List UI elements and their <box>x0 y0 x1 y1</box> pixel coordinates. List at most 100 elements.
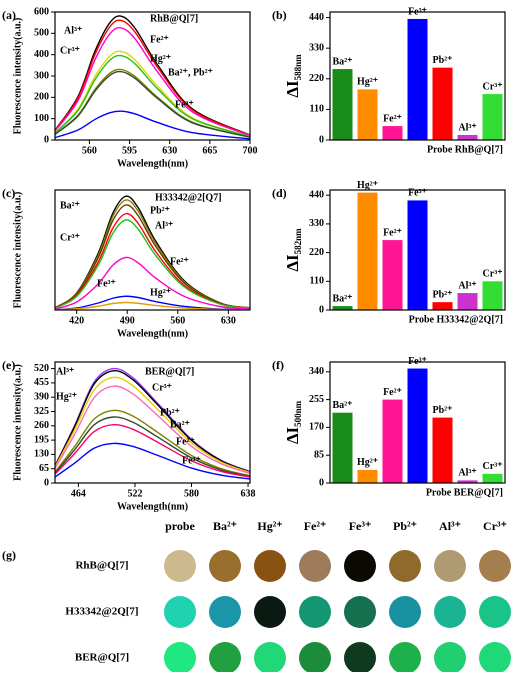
bar <box>357 89 378 140</box>
row-name: BER@Q[7] <box>75 652 129 664</box>
bar-category-label: Ba²⁺ <box>333 400 353 411</box>
bar <box>332 412 353 483</box>
row-name: RhB@Q[7] <box>75 560 128 572</box>
curve-label: Fe³⁺ <box>175 99 194 110</box>
column-header: Hg²⁺ <box>257 519 282 533</box>
bar <box>407 368 428 483</box>
spectrum-line <box>54 376 251 474</box>
bar <box>457 134 478 140</box>
y-axis-label-sub: 588nm <box>293 54 303 81</box>
column-header: Fe³⁺ <box>349 519 372 533</box>
y-tick-label: 220 <box>309 73 324 84</box>
x-axis-label: Wavelength(nm) <box>117 158 188 169</box>
spectrum-line <box>54 370 251 473</box>
curve-label: BER@Q[7] <box>145 366 194 377</box>
x-tick-label: 490 <box>120 315 135 326</box>
x-tick-label: 700 <box>243 145 258 156</box>
color-swatch <box>389 596 421 628</box>
color-swatch <box>254 550 286 582</box>
spectrum-line <box>54 54 251 138</box>
y-axis-label: Fluorescence intensity(a.u.) <box>12 192 23 309</box>
plot-frame <box>329 361 506 484</box>
y-tick-label: 0 <box>319 134 324 145</box>
x-tick-label: 420 <box>69 315 84 326</box>
bar <box>432 417 453 483</box>
color-swatch <box>299 642 331 674</box>
y-axis-label: Fluorescence intensity(a.u.) <box>12 18 23 135</box>
y-axis-label-main: ΔI <box>283 80 302 98</box>
curve-label: RhB@Q[7] <box>150 13 198 24</box>
column-header: probe <box>165 519 195 533</box>
bar-category-label: Pb²⁺ <box>433 55 453 66</box>
bar <box>382 126 403 140</box>
bar <box>482 473 503 483</box>
y-axis-label: Fluorescence intensity(a.u.) <box>12 364 23 481</box>
bar <box>357 192 378 310</box>
color-swatch <box>434 642 466 674</box>
curve-label: Hg²⁺ <box>150 287 171 298</box>
plot-frame <box>54 189 251 311</box>
bar-category-label: Al³⁺ <box>458 280 476 291</box>
y-tick-label: 440 <box>309 12 324 23</box>
bar <box>332 306 353 310</box>
x-axis-label: Wavelength(nm) <box>117 328 188 339</box>
x-tick-label: 560 <box>170 315 185 326</box>
spectrum-line <box>54 409 251 477</box>
y-tick-label: 325 <box>34 406 49 417</box>
spectrum-line <box>54 27 251 137</box>
y-tick-label: 65 <box>39 463 49 474</box>
color-swatch <box>299 596 331 628</box>
panel-label: (b) <box>272 8 287 22</box>
color-swatch <box>434 596 466 628</box>
curve-label: Fe²⁺ <box>150 34 169 45</box>
curve-label: Ba²⁺, Pb²⁺ <box>168 67 213 78</box>
bar-category-label: Fe²⁺ <box>383 113 402 124</box>
x-axis-label: Probe H33342@2Q[7] <box>409 314 503 325</box>
x-tick-label: 580 <box>184 488 199 499</box>
color-swatch <box>344 596 376 628</box>
y-tick-label: 400 <box>34 49 49 60</box>
y-tick-label: 520 <box>34 363 49 374</box>
y-axis-label-main: ΔI <box>283 254 302 272</box>
curve-label: Ba²⁺ <box>170 419 190 430</box>
x-axis-label: Wavelength(nm) <box>117 501 188 512</box>
curve-label: Fe³⁺ <box>182 455 201 466</box>
y-tick-label: 130 <box>34 449 49 460</box>
bar-category-label: Ba²⁺ <box>333 293 353 304</box>
curve-label: Cr³⁺ <box>60 232 80 243</box>
y-tick-label: 0 <box>319 477 324 488</box>
panel-label: (e) <box>2 358 15 372</box>
y-tick-label: 85 <box>314 449 324 460</box>
y-tick-label: 0 <box>319 304 324 315</box>
spectrum-line <box>54 295 251 311</box>
y-axis-label-sub: 500nm <box>293 400 303 427</box>
y-tick-label: 110 <box>310 276 324 287</box>
x-axis-label: Probe RhB@Q[7] <box>427 144 503 155</box>
bar <box>407 200 428 310</box>
color-swatch <box>389 642 421 674</box>
bar <box>457 480 478 483</box>
color-swatch <box>434 550 466 582</box>
column-header: Cr³⁺ <box>483 519 507 533</box>
bar <box>382 399 403 483</box>
panel-label: (d) <box>272 186 287 200</box>
y-tick-label: 600 <box>34 6 49 17</box>
color-swatch <box>209 596 241 628</box>
y-tick-label: 100 <box>34 113 49 124</box>
curve-label: Fe²⁺ <box>176 436 195 447</box>
y-tick-label: 255 <box>309 394 324 405</box>
y-axis-label: ΔI500nm <box>283 400 303 444</box>
spectrum-line <box>54 385 251 474</box>
y-tick-label: 0 <box>44 477 49 488</box>
curve-label: Hg²⁺ <box>56 391 77 402</box>
bar <box>357 469 378 483</box>
curve-label: Cr³⁺ <box>60 45 80 56</box>
y-tick-label: 200 <box>34 92 49 103</box>
spectrum-line <box>54 110 251 140</box>
curve-label: Hg²⁺ <box>150 53 171 64</box>
bar <box>332 69 353 140</box>
bar <box>457 293 478 310</box>
bar <box>482 94 503 140</box>
color-swatch <box>389 550 421 582</box>
x-tick-label: 630 <box>162 145 177 156</box>
